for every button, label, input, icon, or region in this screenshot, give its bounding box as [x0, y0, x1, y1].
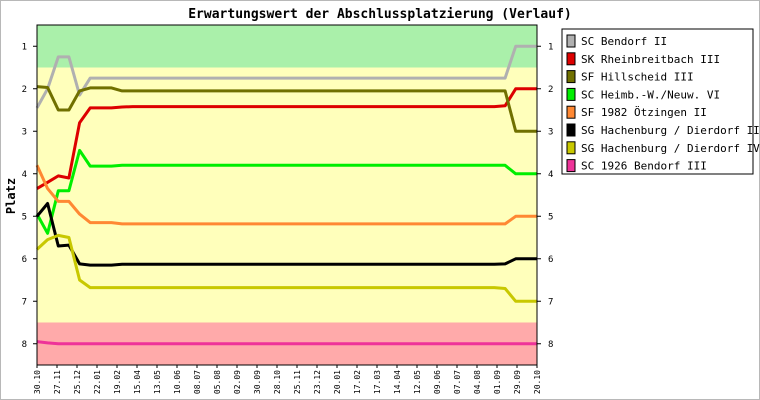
x-tick-label-23: 01.09: [493, 370, 502, 394]
y-tick-label-left-8: 8: [22, 340, 27, 350]
legend-swatch-4: [566, 105, 576, 119]
y-tick-label-right-1: 1: [548, 42, 553, 52]
x-tick-label-17: 17.03: [373, 370, 382, 394]
legend-label-5: SG Hachenburg / Dierdorf III: [581, 124, 760, 137]
legend: SC Bendorf II SK Rheinbreitbach III SF Hil…: [561, 28, 760, 175]
legend-label-7: SC 1926 Bendorf III: [581, 160, 707, 173]
y-tick-label-left-3: 3: [22, 127, 27, 137]
band-0: [37, 25, 537, 68]
legend-label-1: SK Rheinbreitbach III: [581, 53, 720, 66]
legend-swatch-2: [566, 70, 576, 84]
x-tick-label-16: 17.02: [353, 370, 362, 394]
plot-border: [36, 24, 538, 366]
legend-label-0: SC Bendorf II: [581, 35, 667, 48]
series-line-2: [36, 85, 537, 133]
plot-bands: [37, 25, 537, 365]
legend-label-3: SC Heimb.-W./Neuw. VI: [581, 88, 720, 101]
y-tick-label-left-5: 5: [22, 212, 27, 222]
x-tick-label-11: 30.09: [253, 370, 262, 394]
y-tick-label-right-6: 6: [548, 255, 553, 265]
x-tick-label-1: 27.11: [53, 370, 62, 394]
x-tick-label-12: 28.10: [273, 370, 282, 394]
x-tick-label-9: 05.08: [213, 370, 222, 394]
y-tick-label-right-3: 3: [548, 127, 553, 137]
x-tick-label-22: 04.08: [473, 370, 482, 394]
x-tick-label-3: 22.01: [93, 370, 102, 394]
y-tick-label-left-1: 1: [22, 42, 27, 52]
x-tick-label-2: 25.12: [73, 370, 82, 394]
legend-swatch-6: [566, 141, 576, 155]
x-tick-label-21: 07.07: [453, 370, 462, 394]
y-tick-label-right-2: 2: [548, 85, 553, 95]
legend-swatch-0: [566, 34, 576, 48]
series-line-6: [35, 233, 537, 303]
series-line-0: [35, 44, 537, 109]
x-tick-label-18: 14.04: [393, 370, 402, 394]
y-axis-label: Platz: [4, 178, 18, 214]
legend-label-6: SG Hachenburg / Dierdorf IV: [581, 142, 760, 155]
legend-swatch-3: [566, 87, 576, 101]
axis-ticks: 1 1 2 2 3 3 4 4 5 5 6 6 7 7 8 8 30.10 27.11 25.12 22.01 19.0…: [22, 42, 554, 394]
x-tick-label-19: 12.05: [413, 370, 422, 394]
x-tick-label-8: 08.07: [193, 370, 202, 394]
y-tick-label-left-6: 6: [22, 255, 27, 265]
legend-swatch-1: [566, 52, 576, 66]
y-tick-label-left-7: 7: [22, 297, 27, 307]
x-tick-label-20: 09.06: [433, 370, 442, 394]
x-tick-label-10: 02.09: [233, 370, 242, 394]
x-tick-label-6: 13.05: [153, 370, 162, 394]
series-line-3: [35, 148, 537, 235]
x-tick-label-15: 20.01: [333, 370, 342, 394]
y-tick-label-right-4: 4: [548, 170, 553, 180]
series-line-4: [35, 164, 537, 226]
legend-swatch-7: [566, 159, 576, 173]
legend-box: [561, 28, 754, 175]
legend-swatch-5: [566, 123, 576, 137]
y-tick-label-right-7: 7: [548, 297, 553, 307]
x-tick-label-25: 20.10: [533, 370, 542, 394]
x-tick-label-24: 29.09: [513, 370, 522, 394]
y-tick-label-left-4: 4: [22, 170, 27, 180]
x-tick-label-5: 15.04: [133, 370, 142, 394]
chart-title: Erwartungswert der Abschlussplatzierung …: [188, 7, 572, 22]
y-tick-label-left-2: 2: [22, 85, 27, 95]
legend-label-2: SF Hillscheid III: [581, 71, 694, 84]
x-tick-label-4: 19.02: [113, 370, 122, 394]
series-line-5: [35, 202, 537, 267]
x-tick-label-13: 25.11: [293, 370, 302, 394]
series-line-7: [36, 340, 537, 346]
x-tick-label-0: 30.10: [33, 370, 42, 394]
band-1: [37, 67, 537, 323]
x-tick-label-7: 10.06: [173, 370, 182, 394]
legend-label-4: SF 1982 Ötzingen II: [581, 106, 707, 119]
series-lines: [35, 44, 537, 346]
series-line-1: [36, 87, 537, 190]
y-tick-label-right-8: 8: [548, 340, 553, 350]
x-tick-label-14: 23.12: [313, 370, 322, 394]
y-tick-label-right-5: 5: [548, 212, 553, 222]
